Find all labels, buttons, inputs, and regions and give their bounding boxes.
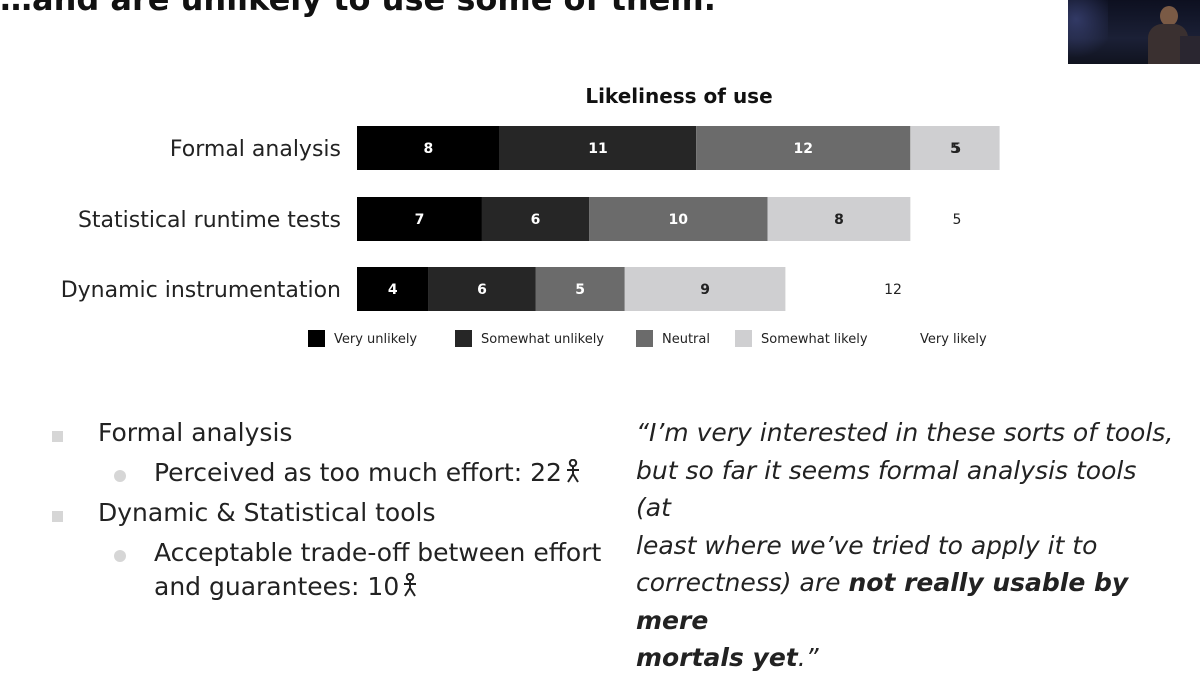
bar-segment-very-unlikely [357,267,429,311]
legend-swatch-somewhat-likely [735,330,752,347]
quote-line-4: correctness) are [636,568,849,597]
legend-swatch-neutral [636,330,653,347]
data-label: 5 [575,282,585,298]
quote-emphasis-1: not really usable by mere [636,568,1129,635]
bullet-text: Dynamic & Statistical tools [98,498,436,527]
data-label: 10 [669,212,689,228]
bar-segment-somewhat-unlikely [428,267,536,311]
legend-label-very-likely: Very likely [920,332,987,347]
outside-value-label: 12 [884,282,902,298]
speaker-head [1160,6,1178,26]
category-label: Dynamic instrumentation [61,278,341,303]
category-label: Formal analysis [170,137,341,162]
quote-line-1: “I’m very interested in these sorts of t… [636,418,1174,447]
bullet-dot [114,470,126,482]
stacked-bar-chart: Formal analysis 8 11 12 5 5 Statistical runtim… [61,126,1000,347]
sub-bullet-tradeoff-line2: and guarantees: 10 [154,572,400,601]
bar-segment-somewhat-likely [624,267,786,311]
sub-bullet-tradeoff-line1: Acceptable trade-off between effort [154,538,602,567]
quote-end: .” [797,643,819,672]
legend-label-somewhat-unlikely: Somewhat unlikely [481,332,604,347]
user-quote: “I’m very interested in these sorts of t… [636,414,1176,677]
legend-swatch-very-unlikely [308,330,325,347]
bullet-text: Formal analysis [98,418,293,447]
bullet-square [52,431,63,442]
bar-segment-neutral [589,197,768,241]
outside-value-label: 5 [953,212,962,228]
quote-line-3: least where we’ve tried to apply it to [636,530,1098,560]
data-label: 7 [415,212,425,228]
data-label: 6 [531,212,541,228]
legend-label-neutral: Neutral [662,332,710,347]
bar-segment-very-unlikely [357,126,500,170]
speaker-video-thumbnail[interactable] [1068,0,1200,64]
quote-emphasis-2: mortals yet [636,643,798,672]
podium [1180,36,1200,64]
data-label: 11 [588,141,607,157]
stage-light [1068,0,1108,64]
bullet-square [52,511,63,522]
data-label: 12 [794,141,813,157]
slide-headline: …and are unlikely to use some of them. [0,0,716,18]
person-icon [404,573,417,597]
bar-segment-somewhat-likely [767,197,911,241]
data-label: 6 [477,282,487,298]
quote-line-2: but so far it seems formal analysis tool… [636,455,1137,523]
legend-label-very-unlikely: Very unlikely [334,332,417,347]
data-label: 8 [424,141,434,157]
bar-segment-somewhat-likely [910,126,1000,170]
person-icon [566,459,579,483]
bar-segment-neutral [696,126,911,170]
bar-segment-somewhat-unlikely [499,126,697,170]
outside-value-label: 5 [953,141,962,157]
bar-segment-somewhat-unlikely [481,197,590,241]
legend-swatch-somewhat-unlikely [455,330,472,347]
data-label: 9 [700,282,710,298]
data-label: 5 [950,141,960,157]
sub-bullet-effort-label: Perceived as too much effort: 22 [154,458,562,487]
sub-bullet-effort-text: Perceived as too much effort: 22 [154,456,580,490]
chart-title: Likeliness of use [585,84,773,108]
data-label: 4 [388,282,398,298]
bullet-dot [114,550,126,562]
bar-segment-neutral [535,267,625,311]
data-label: 8 [834,212,844,228]
category-label: Statistical runtime tests [78,208,341,233]
legend-label-somewhat-likely: Somewhat likely [761,332,868,347]
bar-segment-very-unlikely [357,197,482,241]
sub-bullet-tradeoff-text: Acceptable trade-off between effort and g… [154,536,601,604]
